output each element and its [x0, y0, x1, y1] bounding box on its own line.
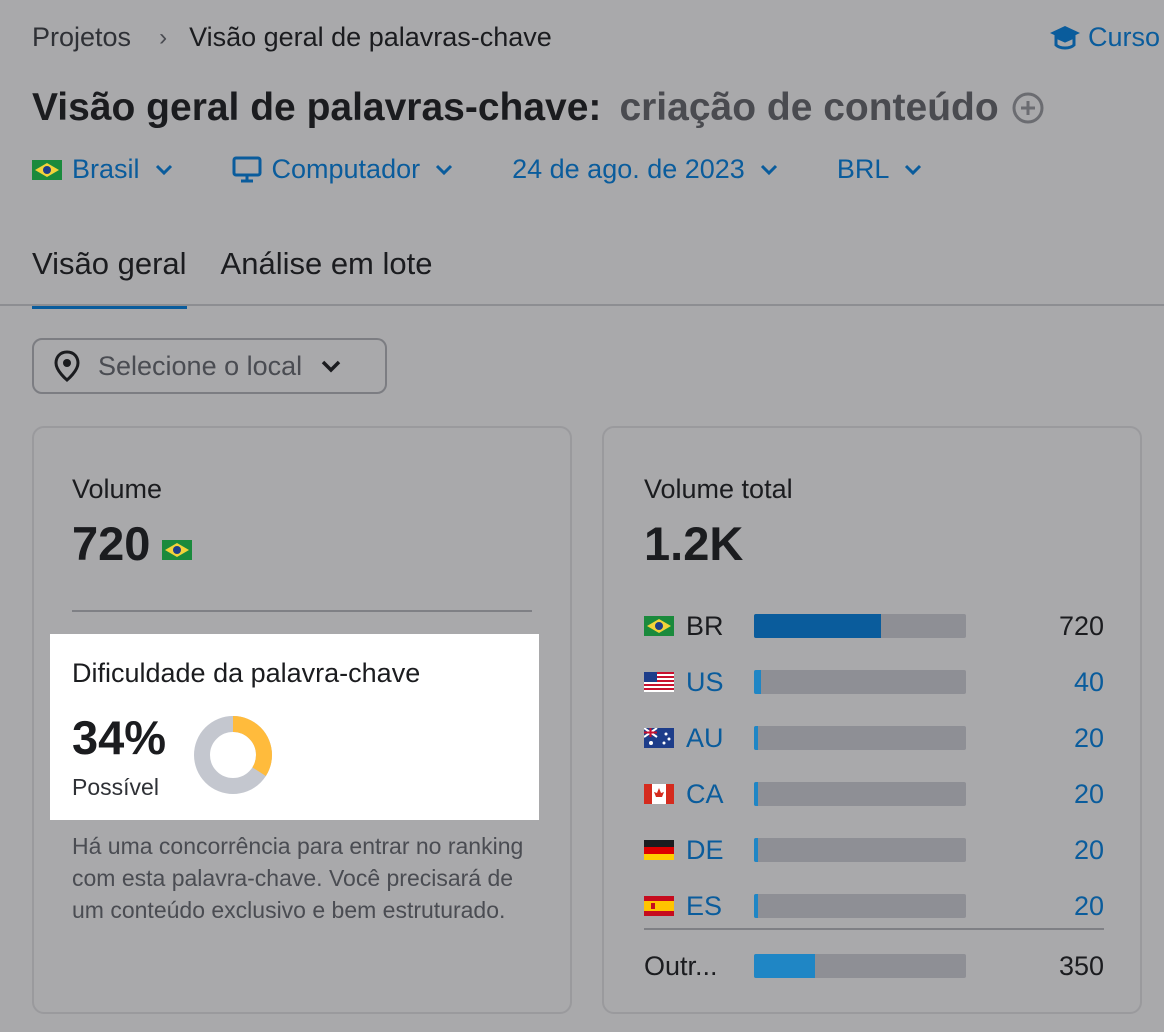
date-filter-label: 24 de ago. de 2023	[512, 154, 745, 184]
country-row-us[interactable]: US 40	[644, 654, 1104, 710]
total-volume-label: Volume total	[644, 474, 793, 504]
usa-flag-icon	[644, 672, 674, 692]
volume-label: Volume	[72, 474, 163, 504]
brazil-flag-icon	[162, 516, 193, 571]
volume-bar	[754, 782, 966, 806]
chevron-down-icon	[154, 163, 174, 177]
country-volume-link[interactable]: 40	[1073, 666, 1104, 697]
volume-bar	[754, 726, 966, 750]
australia-flag-icon	[644, 728, 674, 748]
volume-bar	[754, 954, 966, 978]
add-keyword-icon[interactable]	[1011, 91, 1045, 125]
country-volume-link[interactable]: 20	[1073, 834, 1104, 865]
volume-bar-fill	[754, 726, 759, 750]
other-countries-label: Outr...	[644, 950, 718, 981]
country-row-other: Outr... 350	[644, 946, 1104, 986]
tab-bar: Visão geral Análise em lote	[32, 246, 466, 309]
volume-bar-fill	[754, 838, 759, 862]
country-volume-link[interactable]: 20	[1073, 778, 1104, 809]
other-countries-volume: 350	[1058, 950, 1104, 981]
germany-flag-icon	[644, 840, 674, 860]
filters-bar: Brasil Computador 24 de ago. de 2023 BRL	[32, 154, 981, 185]
page-title: Visão geral de palavras-chave: criação d…	[32, 86, 1045, 130]
currency-filter[interactable]: BRL	[837, 154, 924, 185]
country-row-es[interactable]: ES 20	[644, 878, 1104, 934]
country-volume-link[interactable]: 20	[1073, 722, 1104, 753]
total-volume-card: Volume total 1.2K BR 720 US 40 AU 20 CA …	[602, 426, 1142, 1014]
volume-bar-fill	[754, 670, 761, 694]
chevron-right-icon: ›	[159, 23, 168, 51]
keyword-difficulty-level: Possível	[72, 774, 159, 800]
volume-bar	[754, 614, 966, 638]
keyword-difficulty-donut	[194, 716, 272, 794]
device-filter-label: Computador	[271, 154, 421, 184]
total-volume-value: 1.2K	[644, 517, 744, 570]
map-pin-icon	[52, 350, 82, 382]
desktop-icon	[232, 156, 262, 184]
country-code-link[interactable]: AU	[686, 722, 724, 753]
chevron-down-icon	[434, 163, 454, 177]
courses-label: Curso	[1088, 22, 1161, 52]
country-list-divider	[644, 928, 1104, 930]
breadcrumb-current: Visão geral de palavras-chave	[189, 22, 552, 52]
country-row-au[interactable]: AU 20	[644, 710, 1104, 766]
country-filter-label: Brasil	[72, 154, 140, 184]
tab-overview[interactable]: Visão geral	[32, 246, 187, 309]
volume-value: 720	[72, 516, 193, 571]
chevron-down-icon	[320, 359, 342, 373]
location-select[interactable]: Selecione o local	[32, 338, 387, 394]
volume-bar-fill	[754, 894, 759, 918]
country-code-link[interactable]: ES	[686, 890, 723, 921]
volume-bar-fill	[754, 782, 759, 806]
page-title-keyword: criação de conteúdo	[619, 86, 999, 129]
tabs-divider	[0, 304, 1164, 306]
country-code-link[interactable]: DE	[686, 834, 724, 865]
canada-flag-icon	[644, 784, 674, 804]
keyword-difficulty-description: Há uma concorrência para entrar no ranki…	[72, 833, 524, 923]
country-row-de[interactable]: DE 20	[644, 822, 1104, 878]
keyword-difficulty-label: Dificuldade da palavra-chave	[72, 658, 421, 688]
courses-link[interactable]: Curso	[1048, 22, 1160, 53]
country-code-link[interactable]: CA	[686, 778, 724, 809]
page-title-prefix: Visão geral de palavras-chave:	[32, 86, 602, 129]
country-filter[interactable]: Brasil	[32, 154, 174, 185]
location-select-placeholder: Selecione o local	[98, 350, 303, 381]
spain-flag-icon	[644, 896, 674, 916]
breadcrumb-projects-link[interactable]: Projetos	[32, 22, 132, 52]
country-row-br: BR 720	[644, 598, 1104, 654]
country-code-link[interactable]: US	[686, 666, 724, 697]
keyword-difficulty-percent: 34%	[72, 711, 167, 764]
volume-bar-fill	[754, 954, 816, 978]
keyword-difficulty-panel: Dificuldade da palavra-chave 34% Possíve…	[50, 634, 539, 820]
country-code: BR	[686, 610, 724, 641]
country-volume-list: BR 720 US 40 AU 20 CA 20 DE 20	[644, 598, 1104, 934]
volume-number: 720	[72, 517, 151, 570]
brazil-flag-icon	[644, 616, 674, 636]
currency-filter-label: BRL	[836, 154, 890, 184]
country-volume-link[interactable]: 20	[1073, 890, 1104, 921]
volume-bar	[754, 838, 966, 862]
tab-batch-analysis[interactable]: Análise em lote	[220, 246, 433, 281]
volume-bar	[754, 894, 966, 918]
country-row-ca[interactable]: CA 20	[644, 766, 1104, 822]
volume-bar-fill	[754, 614, 882, 638]
country-volume: 720	[1058, 610, 1104, 641]
donut-fill	[194, 716, 272, 794]
date-filter[interactable]: 24 de ago. de 2023	[512, 154, 779, 185]
volume-divider	[72, 610, 532, 612]
breadcrumb: Projetos › Visão geral de palavras-chave	[32, 22, 552, 53]
graduation-cap-icon	[1050, 25, 1080, 49]
volume-bar	[754, 670, 966, 694]
chevron-down-icon	[903, 163, 923, 177]
brazil-flag-icon	[32, 159, 62, 180]
device-filter[interactable]: Computador	[232, 154, 455, 185]
chevron-down-icon	[759, 163, 779, 177]
